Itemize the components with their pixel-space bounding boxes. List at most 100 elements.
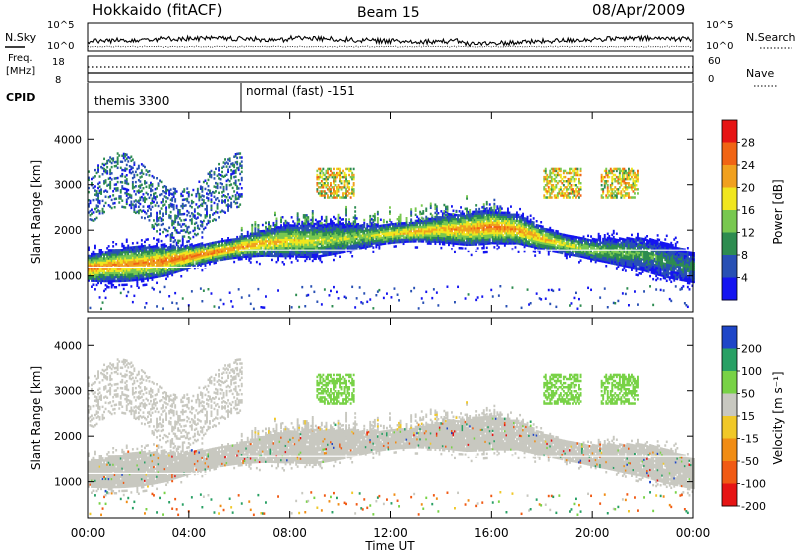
power-cell — [124, 248, 127, 252]
power-cell — [323, 231, 326, 235]
power-cell — [476, 233, 479, 236]
power-cell — [372, 214, 375, 218]
power-cell — [113, 187, 116, 190]
power-cell — [320, 230, 323, 233]
power-cell — [162, 190, 165, 193]
power-cell — [284, 226, 287, 229]
power-cell — [364, 239, 367, 243]
power-cell — [140, 273, 143, 277]
power-cell — [97, 209, 100, 212]
power-cell — [271, 252, 273, 255]
power-cell — [159, 193, 162, 197]
power-cell — [443, 239, 446, 242]
power-cell — [320, 226, 323, 229]
power-cell — [130, 252, 133, 255]
power-cell — [351, 246, 354, 250]
power-cell — [289, 244, 292, 248]
power-cell — [125, 277, 128, 280]
power-cell — [210, 198, 213, 201]
power-cell — [112, 245, 115, 248]
power-cell — [272, 246, 275, 249]
power-cell — [452, 232, 455, 235]
power-cell — [212, 254, 214, 257]
power-cell — [150, 252, 152, 255]
power-cell — [127, 265, 130, 268]
power-cell — [384, 226, 387, 229]
power-cell — [260, 230, 263, 233]
power-cell — [461, 241, 464, 244]
power-cell — [175, 243, 178, 247]
power-cell — [254, 236, 257, 239]
power-cell — [343, 186, 346, 189]
power-cell — [342, 228, 345, 231]
power-cell — [429, 238, 432, 241]
power-cell — [147, 268, 149, 272]
power-cell — [352, 240, 355, 243]
power-cell — [449, 237, 452, 241]
power-cell — [334, 244, 337, 247]
power-cell — [145, 277, 148, 280]
power-cell — [201, 198, 204, 201]
power-cell — [467, 235, 470, 238]
power-cell — [331, 250, 334, 254]
power-cell — [275, 238, 278, 241]
power-cell — [319, 175, 322, 179]
power-cell — [118, 257, 121, 260]
power-cell — [416, 223, 419, 227]
power-cell — [202, 244, 205, 247]
power-cell — [222, 254, 225, 257]
power-cell — [395, 228, 397, 232]
power-cell — [330, 222, 332, 225]
power-cell — [137, 253, 140, 257]
power-cell — [307, 227, 310, 230]
power-cell — [147, 238, 149, 241]
power-cell — [186, 267, 189, 270]
power-cell — [287, 232, 290, 235]
power-cell — [473, 227, 476, 230]
power-cell — [443, 203, 446, 207]
power-cell — [404, 230, 407, 233]
power-cell — [443, 210, 446, 213]
power-cell — [401, 234, 404, 237]
power-cell — [131, 187, 134, 190]
power-cell — [272, 244, 275, 247]
power-cell — [88, 211, 90, 214]
power-cell — [177, 245, 180, 248]
power-cell — [193, 258, 196, 262]
power-cell — [181, 194, 184, 198]
power-cell — [213, 257, 216, 261]
power-cell — [428, 230, 431, 233]
power-cell — [281, 216, 284, 219]
power-cell — [134, 248, 137, 251]
power-cell — [405, 234, 408, 237]
power-cell — [301, 245, 304, 248]
power-cell — [322, 227, 325, 231]
power-cell — [98, 251, 101, 254]
power-cell — [124, 269, 127, 272]
power-cell — [417, 234, 420, 237]
power-cell — [263, 242, 266, 245]
power-cell — [470, 218, 473, 222]
power-cell — [411, 240, 414, 243]
power-cell — [133, 175, 136, 179]
power-cell — [466, 217, 469, 220]
power-cell — [423, 225, 426, 229]
power-cell — [166, 264, 169, 268]
power-cell — [466, 231, 469, 234]
power-cell — [134, 258, 137, 261]
power-cell — [98, 261, 101, 264]
power-cell — [354, 248, 357, 251]
power-cell — [420, 238, 423, 241]
power-cell — [278, 236, 281, 239]
power-cell — [330, 224, 332, 228]
power-cell — [206, 257, 208, 260]
power-cell — [435, 207, 438, 210]
power-cell — [127, 269, 130, 272]
power-cell — [124, 273, 127, 276]
freq-label-2: [MHz] — [6, 66, 35, 77]
power-cell — [327, 249, 329, 253]
power-cell — [228, 291, 231, 294]
power-cell — [327, 194, 329, 197]
power-cell — [342, 250, 345, 254]
power-cell — [160, 262, 163, 265]
